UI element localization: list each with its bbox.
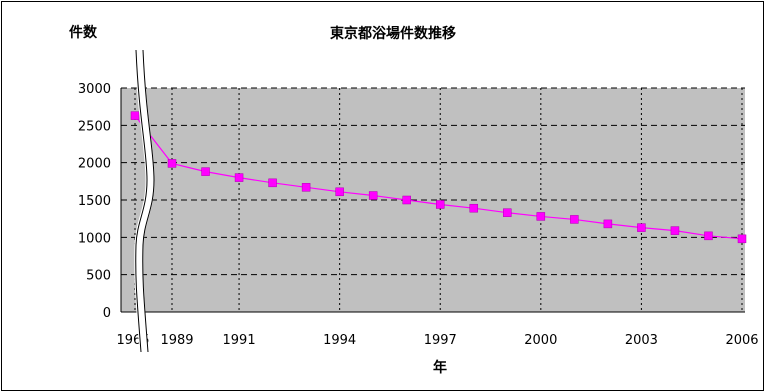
x-tick-label: 2006	[725, 333, 758, 348]
data-point	[301, 183, 311, 192]
data-point	[670, 226, 680, 235]
data-point	[737, 234, 747, 244]
y-tick-label: 3000	[78, 82, 111, 97]
data-point	[234, 173, 244, 182]
data-point	[503, 208, 512, 217]
data-point	[603, 219, 613, 229]
y-tick-label: 1500	[78, 194, 111, 209]
data-point	[435, 200, 445, 209]
chart-title: 東京都浴場件数推移	[330, 25, 456, 42]
x-tick-label: 1997	[424, 333, 457, 348]
data-point	[167, 159, 177, 168]
axis-break-line-right	[142, 49, 155, 353]
data-point	[570, 215, 579, 224]
data-point	[130, 111, 140, 120]
axis-break-gap	[134, 49, 155, 353]
data-point	[637, 223, 646, 232]
data-point	[536, 212, 546, 221]
x-tick-label: 2000	[524, 333, 557, 348]
y-tick-label: 0	[103, 306, 111, 321]
data-point	[201, 167, 210, 176]
x-tick-label: 1994	[323, 333, 356, 348]
data-point	[402, 195, 411, 205]
y-tick-label: 2500	[78, 119, 111, 134]
x-axis-label: 年	[433, 359, 447, 376]
y-tick-label: 1000	[78, 231, 111, 246]
x-tick-label: 1989	[160, 333, 193, 348]
data-point	[368, 191, 378, 200]
y-tick-label: 500	[86, 269, 111, 284]
data-point	[704, 231, 713, 241]
y-axis-label: 件数	[69, 24, 98, 41]
x-tick-label: 2003	[625, 333, 658, 348]
axis-break-line-left	[135, 49, 148, 353]
data-point	[469, 203, 479, 213]
data-point	[335, 187, 344, 197]
data-point	[268, 178, 277, 188]
x-tick-label: 1991	[223, 333, 256, 348]
y-tick-label: 2000	[78, 157, 111, 172]
